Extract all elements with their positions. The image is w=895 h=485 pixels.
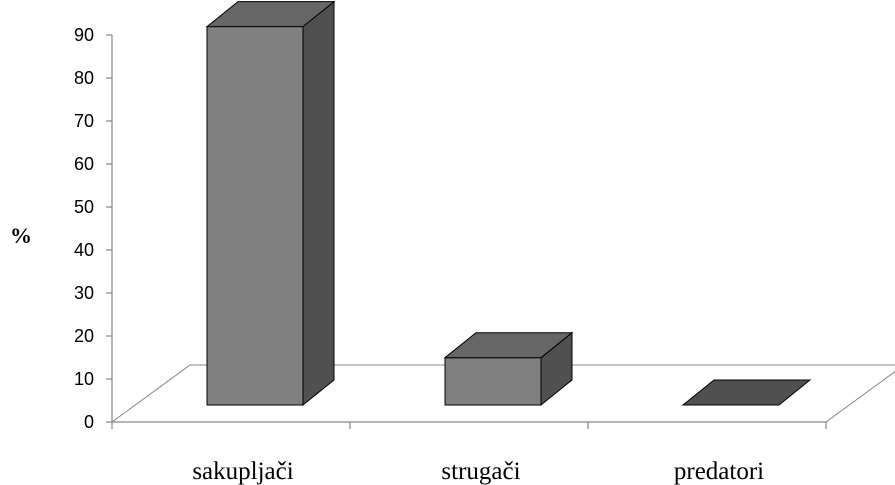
- y-axis-label: %: [10, 223, 32, 248]
- y-tick-label: 60: [74, 154, 94, 174]
- bar-side: [302, 0, 335, 407]
- y-tick-label: 10: [74, 369, 94, 389]
- category-label: strugači: [441, 458, 520, 485]
- bars: [205, 0, 812, 407]
- category-label: predatori: [674, 458, 764, 485]
- bar-top: [205, 1, 336, 28]
- y-tick-label: 30: [74, 283, 94, 303]
- bar: [205, 0, 336, 407]
- y-tick-label: 20: [74, 326, 94, 346]
- bar-top: [443, 332, 574, 359]
- bar-front: [206, 26, 304, 406]
- y-tick-label: 70: [74, 111, 94, 131]
- bar: [443, 331, 574, 407]
- x-axis: sakupljači strugači predatori: [192, 458, 764, 485]
- y-tick-label: 50: [74, 197, 94, 217]
- bar: [681, 379, 812, 406]
- y-tick-label: 90: [74, 25, 94, 45]
- y-tick-label: 40: [74, 240, 94, 260]
- bar-top: [681, 379, 812, 406]
- category-label: sakupljači: [192, 458, 293, 485]
- y-axis: 0 10 20 30 40 50 60 70 80 90: [74, 25, 827, 432]
- y-tick-label: 0: [84, 412, 94, 432]
- bar-front: [444, 357, 542, 406]
- y-tick-label: 80: [74, 68, 94, 88]
